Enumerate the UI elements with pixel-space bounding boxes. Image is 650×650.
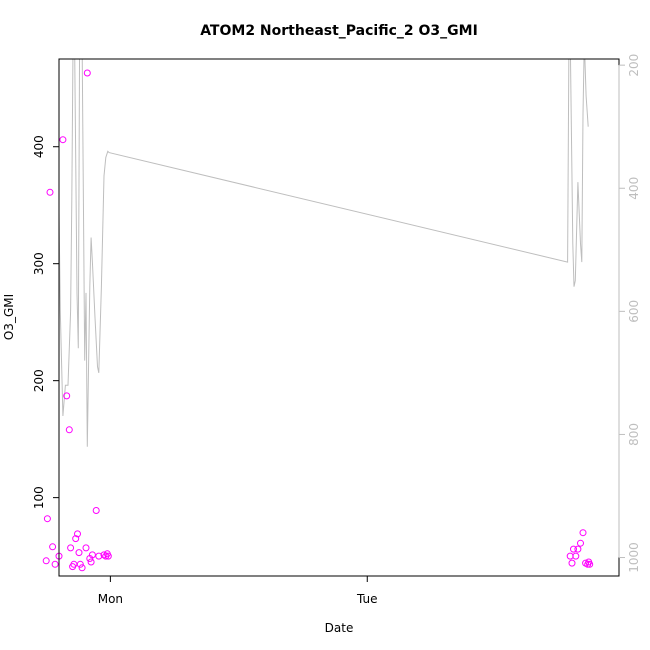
data-point	[76, 560, 84, 568]
y-tick-label: 100	[32, 486, 46, 509]
y-tick-label: 400	[32, 135, 46, 158]
y-tick-label: 200	[32, 369, 46, 392]
data-point	[51, 560, 59, 568]
x-axis: Mon Tue	[98, 575, 378, 606]
data-point	[95, 552, 103, 560]
data-point	[100, 551, 108, 559]
data-point	[59, 136, 67, 144]
data-point	[577, 539, 584, 547]
data-point	[579, 529, 587, 537]
series-line	[59, 59, 589, 447]
data-point	[46, 188, 54, 196]
y-axis-left: 100 200 300 400	[32, 135, 60, 509]
data-point	[88, 551, 96, 559]
data-point	[568, 559, 576, 567]
x-tick-label: Tue	[356, 592, 378, 606]
y2-tick-label: 1000	[627, 542, 641, 573]
data-point	[65, 426, 73, 434]
chart-title: ATOM2 Northeast_Pacific_2 O3_GMI	[200, 23, 478, 39]
data-point	[78, 564, 86, 572]
y-tick-label: 300	[32, 252, 46, 275]
data-point	[75, 549, 83, 557]
y2-tick-label: 200	[627, 54, 641, 77]
data-point	[72, 535, 80, 543]
data-point	[92, 507, 100, 514]
data-point	[42, 557, 50, 565]
y2-tick-label: 800	[627, 423, 641, 446]
data-point	[49, 543, 57, 551]
y2-tick-label: 600	[627, 300, 641, 323]
data-point	[572, 552, 580, 560]
data-point	[586, 560, 594, 568]
plot-frame	[58, 58, 620, 577]
data-point	[67, 544, 75, 552]
x-tick-label: Mon	[98, 592, 123, 606]
y-axis-right: 200 400 600 800 1000	[618, 54, 641, 573]
data-point	[87, 558, 95, 566]
plot-layer	[42, 59, 594, 572]
data-point	[570, 545, 577, 553]
data-point	[82, 544, 90, 552]
data-point	[574, 545, 582, 553]
y2-tick-label: 400	[627, 177, 641, 200]
data-point	[74, 530, 81, 538]
x-axis-title: Date	[325, 621, 354, 635]
y-axis-title: O3_GMI	[2, 294, 16, 340]
data-point	[83, 69, 91, 77]
data-point	[63, 392, 71, 400]
data-point	[104, 552, 112, 560]
data-point	[43, 515, 51, 523]
